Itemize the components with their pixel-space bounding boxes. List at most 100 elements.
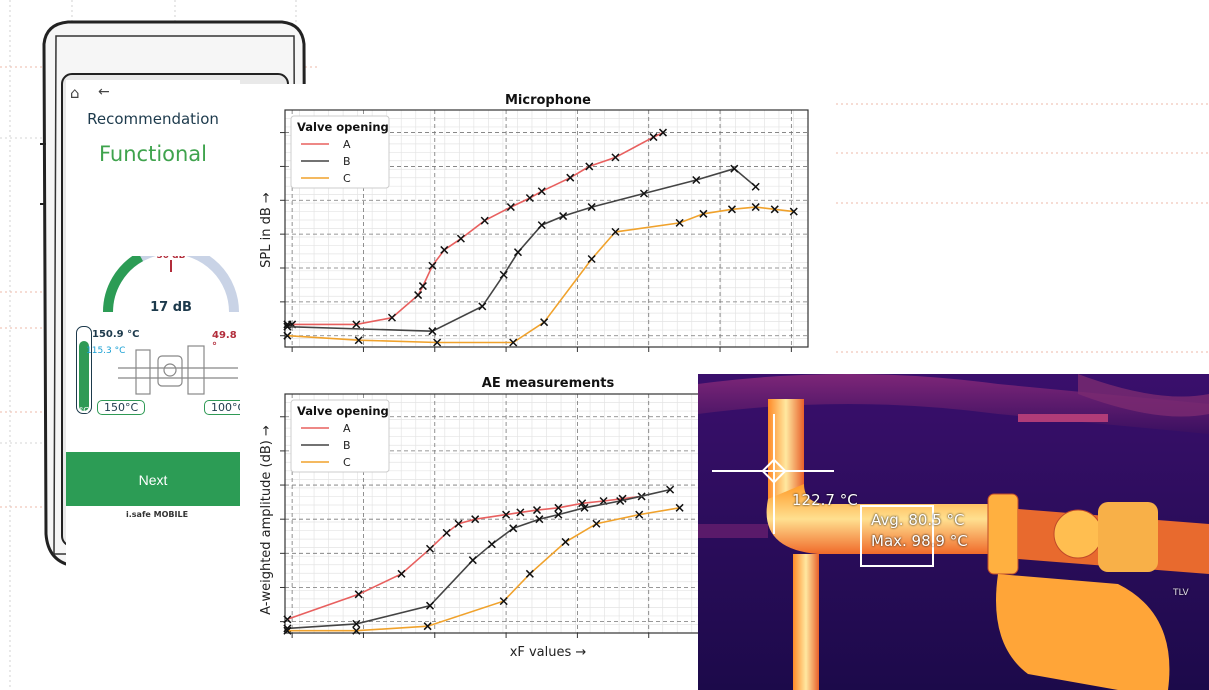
data-point-A: [283, 615, 292, 624]
legend-label-C: C: [343, 456, 351, 469]
temperature-right: 49.8 °: [212, 330, 237, 352]
data-point-A: [352, 320, 361, 329]
chart-title: Microphone: [505, 93, 591, 108]
temperature-pill-left: 150°C: [97, 400, 146, 415]
data-point-A: [506, 203, 515, 212]
data-point-B: [513, 248, 523, 257]
data-point-B: [587, 203, 596, 212]
data-point-B: [535, 515, 544, 524]
average-temperature: Avg. 80.5 °C: [871, 511, 965, 529]
data-point-B: [509, 524, 518, 533]
data-point-C: [727, 205, 736, 214]
x-axis-label: xF values →: [510, 645, 587, 660]
data-point-B: [478, 302, 487, 311]
data-point-B: [666, 485, 675, 494]
y-axis-label: SPL in dB →: [259, 192, 274, 268]
recommendation-status: Functional: [98, 142, 208, 166]
next-button[interactable]: Next: [66, 452, 240, 506]
thermometer-fill: [79, 341, 89, 411]
data-point-C: [509, 338, 518, 347]
data-point-C: [433, 338, 442, 347]
data-point-C: [675, 218, 684, 227]
data-point-C: [587, 254, 596, 264]
legend-box: [290, 399, 390, 473]
data-point-B: [559, 212, 568, 221]
data-point-C: [561, 537, 570, 546]
maximum-temperature: Max. 98.9 °C: [871, 532, 968, 550]
back-arrow-icon[interactable]: ←: [98, 84, 110, 100]
data-point-A: [428, 261, 437, 270]
data-point-A: [454, 519, 463, 528]
legend-label-B: B: [343, 155, 351, 168]
data-point-C: [699, 209, 708, 218]
valve-sketch-icon: [118, 345, 238, 395]
data-point-A: [649, 133, 658, 142]
data-point-A: [525, 193, 534, 203]
thermal-crosshair: [712, 414, 834, 534]
data-point-B: [751, 182, 760, 191]
data-point-B: [468, 556, 477, 565]
data-point-B: [692, 175, 701, 185]
data-point-C: [499, 597, 508, 606]
legend-box: [290, 115, 390, 189]
y-axis-label: A-weighted amplitude (dB) →: [259, 425, 274, 615]
data-point-B: [352, 619, 361, 628]
data-point-A: [537, 187, 546, 196]
data-point-C: [789, 207, 798, 216]
temperature-current: 115.3 °C: [86, 346, 126, 356]
data-point-B: [283, 322, 292, 331]
data-point-A: [658, 128, 668, 137]
sound-level-gauge: 50 dB 17 dB: [103, 256, 239, 315]
temperature-max: 150.9 °C: [92, 329, 140, 340]
gauge-fill: [103, 256, 144, 313]
temperature-pill-right: 100°C: [204, 400, 240, 415]
thermal-image: 122.7 °C Avg. 80.5 °C Max. 98.9 °C TLV: [698, 374, 1209, 690]
thermal-scene: [698, 374, 1209, 690]
data-point-B: [580, 503, 589, 512]
data-point-A: [397, 569, 406, 578]
data-point-C: [283, 626, 292, 635]
data-point-A: [442, 528, 451, 537]
data-point-C: [540, 318, 549, 327]
data-point-A: [585, 162, 594, 171]
gauge-value-label: 17 dB: [150, 300, 192, 315]
measurement-area-box: [860, 505, 934, 567]
data-point-A: [532, 506, 542, 515]
data-point-C: [283, 331, 292, 340]
microphone-chart: Microphone SPL in dB → Valve opening ABC: [259, 93, 809, 352]
legend-label-A: A: [343, 138, 351, 151]
spot-temperature: 122.7 °C: [792, 491, 858, 509]
data-point-C: [751, 203, 760, 212]
data-point-A: [554, 503, 563, 512]
data-point-A: [566, 173, 575, 182]
data-point-C: [423, 622, 432, 631]
data-point-A: [354, 590, 363, 599]
data-point-B: [616, 496, 625, 506]
home-icon[interactable]: ⌂: [70, 84, 80, 102]
data-point-B: [499, 270, 508, 279]
data-point-A: [418, 282, 427, 291]
series-line-B: [287, 167, 757, 333]
data-point-B: [639, 189, 648, 198]
series-line-C: [287, 507, 680, 632]
data-point-A: [611, 153, 620, 162]
data-point-C: [635, 510, 644, 519]
legend-label-C: C: [343, 172, 351, 185]
data-point-C: [525, 569, 534, 578]
data-point-B: [730, 164, 739, 173]
data-point-C: [354, 336, 363, 345]
data-point-B: [428, 327, 437, 336]
data-point-A: [440, 245, 449, 254]
brand-logo: i.safe MOBILE: [126, 510, 189, 519]
recommendation-title: Recommendation: [87, 110, 219, 128]
series-line-A: [287, 495, 642, 621]
phone-top-bar: ⌂ ←: [66, 80, 240, 106]
data-point-B: [537, 221, 546, 230]
legend-label-A: A: [343, 422, 351, 435]
data-point-C: [675, 503, 684, 512]
legend-title: Valve opening: [297, 404, 389, 418]
data-point-A: [414, 291, 423, 300]
data-point-A: [480, 216, 489, 225]
data-point-B: [425, 601, 435, 610]
data-point-C: [352, 626, 361, 635]
